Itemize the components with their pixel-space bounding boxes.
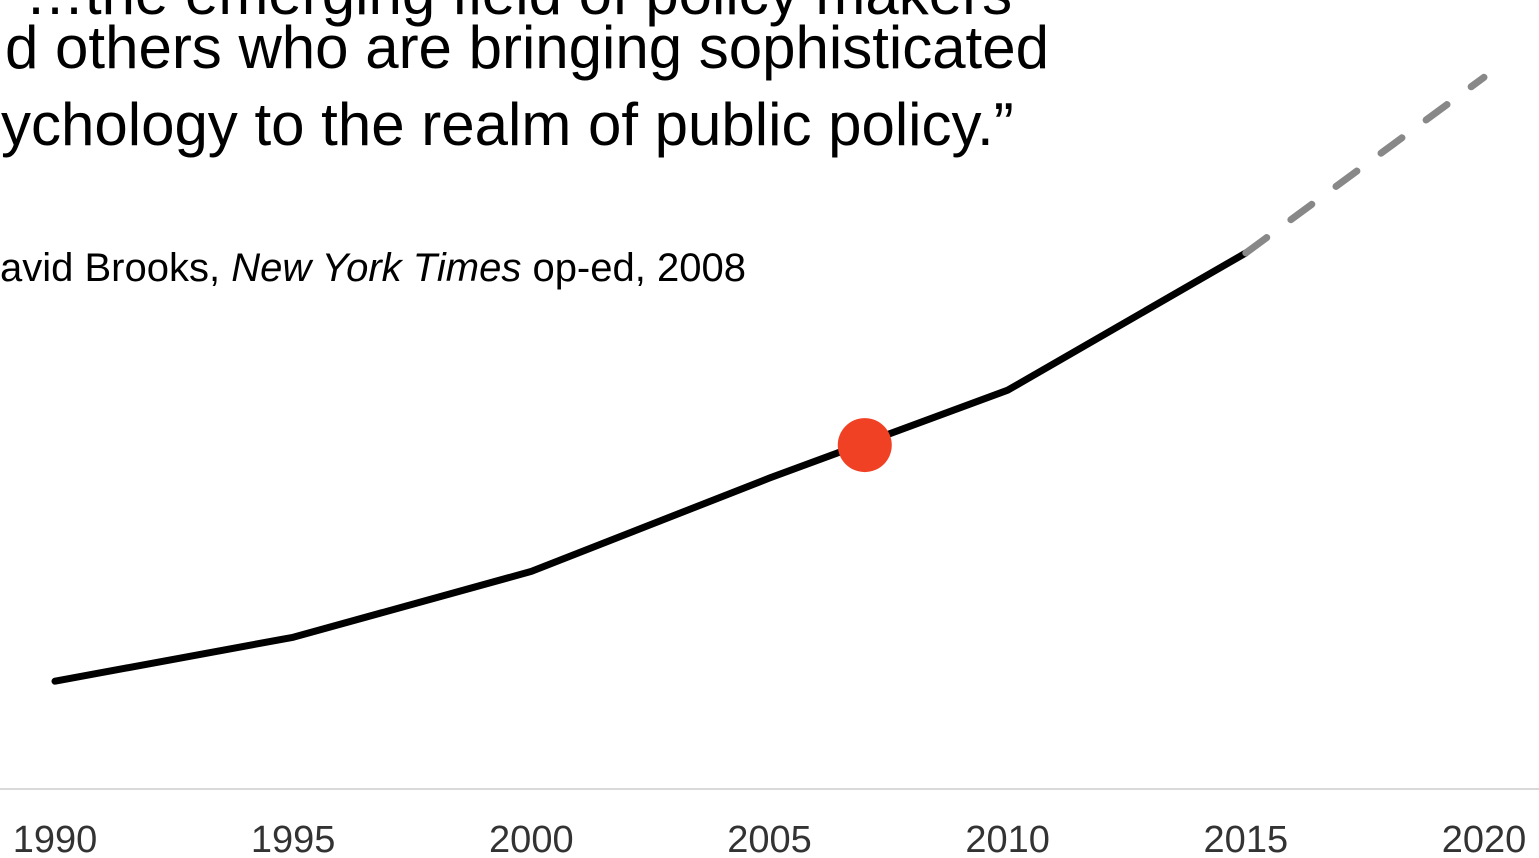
x-tick-label: 2000 (489, 819, 574, 858)
quote-line-2: d others who are bringing sophisticated (5, 14, 1049, 81)
highlight-point (837, 418, 892, 473)
x-tick-label: 2005 (727, 819, 812, 858)
quote-attribution: avid Brooks, New York Times op-ed, 2008 (0, 244, 746, 292)
x-tick-label: 1995 (251, 819, 336, 858)
projection-line (1242, 73, 1488, 257)
attribution-detail: op-ed, 2008 (521, 246, 746, 290)
quote-line-1: “…the emerging field of policy makers (5, 0, 1012, 28)
x-tick-label: 2015 (1204, 819, 1289, 858)
data-line (51, 249, 1250, 685)
x-tick-label: 2020 (1442, 819, 1527, 858)
quote-line-3: ychology to the realm of public policy.” (1, 91, 1014, 158)
x-tick-label: 2010 (965, 819, 1050, 858)
attribution-author: avid Brooks, (0, 246, 232, 290)
quote-block: “…the emerging field of policy makers d … (0, 0, 1539, 300)
attribution-publication: New York Times (231, 246, 522, 290)
x-tick-label: 1990 (13, 819, 98, 858)
